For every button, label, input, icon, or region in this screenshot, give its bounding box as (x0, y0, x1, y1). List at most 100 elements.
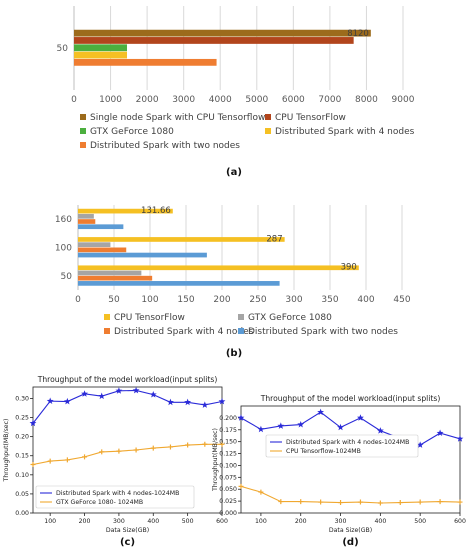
data-point (417, 499, 423, 505)
y-tick-label: 0.200 (219, 415, 237, 422)
y-tick-label: 0.150 (219, 439, 237, 446)
chart-title: Throughput of the model workload(input s… (37, 375, 218, 384)
category-label: 50 (61, 272, 73, 282)
data-point (150, 445, 156, 451)
data-label: 390 (341, 263, 357, 273)
x-tick-label: 5000 (245, 95, 268, 105)
data-point (237, 414, 245, 421)
chart-panel-b: 0 50 100 150 200 250 300 350 400 450 160 131.66 100 2… (55, 205, 411, 359)
x-tick-label: 300 (285, 295, 302, 305)
x-tick-label: 50 (108, 295, 120, 305)
data-point (436, 429, 444, 437)
data-point (46, 397, 54, 405)
data-label: 131.66 (141, 206, 171, 216)
x-tick-label: 450 (393, 295, 410, 305)
chart-panel-c: Throughput of the model workload(input s… (3, 375, 228, 548)
legend-swatch (238, 328, 244, 334)
y-tick-label: 0.20 (15, 434, 29, 441)
data-point (258, 489, 264, 495)
data-point (149, 391, 157, 398)
x-axis-label: Data Size(GB) (329, 527, 372, 534)
data-point (98, 392, 106, 400)
series-line (240, 411, 461, 446)
data-point (397, 500, 403, 506)
y-tick-label: 0.050 (219, 486, 237, 493)
data-point (185, 442, 191, 448)
legend-entry: Distributed Spark with two nodes (248, 327, 398, 337)
bar (78, 213, 94, 219)
category-label: 160 (55, 215, 72, 225)
legend-swatch (265, 114, 271, 120)
series-line (32, 389, 223, 424)
legend-entry: Distributed Spark with 4 nodes (114, 327, 254, 337)
x-tick-label: 300 (113, 518, 125, 525)
x-tick-label: 3000 (172, 95, 195, 105)
panel-label: (c) (120, 537, 135, 548)
data-label: 8120 (347, 29, 369, 39)
x-tick-label: 100 (141, 295, 158, 305)
data-point (167, 444, 173, 450)
bar (78, 281, 280, 286)
data-point (357, 499, 363, 505)
x-tick-label: 1000 (99, 95, 122, 105)
y-tick-label: 0.00 (15, 510, 29, 517)
x-axis-label: Data Size(GB) (106, 527, 149, 534)
data-point (338, 500, 344, 506)
data-point (456, 435, 464, 442)
bar (78, 247, 127, 253)
x-tick-label: 9000 (392, 95, 415, 105)
panel-label: (a) (226, 167, 242, 178)
data-point (337, 423, 344, 431)
bar (78, 237, 285, 242)
y-tick-label: 0.05 (15, 491, 29, 498)
bar (78, 219, 96, 224)
legend-entry: Distributed Spark with 4 nodes (275, 127, 415, 137)
legend-entry: Distributed Spark with two nodes (90, 141, 240, 151)
legend-entry: CPU Tensorflow-1024MB (286, 448, 361, 455)
data-point (377, 500, 383, 506)
legend-swatch (104, 328, 110, 334)
x-tick-label: 150 (177, 295, 194, 305)
x-tick-label: 200 (295, 518, 307, 525)
y-tick-label: 0.000 (219, 510, 237, 517)
chart-panel-a: 0 1000 2000 3000 4000 5000 6000 7000 8000 9000 50 8… (57, 6, 415, 178)
y-tick-label: 0.175 (219, 427, 237, 434)
data-point (47, 458, 53, 464)
y-tick-label: 0.125 (219, 451, 237, 458)
data-point (64, 457, 70, 463)
x-tick-label: 500 (414, 518, 426, 525)
legend-entry: CPU TensorFlow (114, 313, 185, 323)
series-line (32, 443, 222, 466)
category-label: 50 (57, 44, 69, 54)
bar (78, 275, 153, 281)
y-tick-label: 0.10 (15, 472, 29, 479)
x-tick-label: 500 (182, 518, 194, 525)
x-tick-label: 8000 (355, 95, 378, 105)
data-point (376, 427, 384, 434)
legend-swatch (80, 142, 86, 148)
data-point (184, 398, 192, 406)
legend-swatch (104, 314, 110, 320)
data-point (167, 398, 174, 406)
data-point (357, 414, 364, 421)
data-point (277, 422, 285, 429)
chart-title: Throughput of the model workload(input s… (260, 394, 441, 403)
legend-entry: CPU TensorFlow (275, 113, 346, 123)
chart-panel-d: Throughput of the model workload(input s… (212, 394, 466, 548)
x-tick-label: 400 (374, 518, 386, 525)
bar (74, 58, 217, 66)
panel-label: (d) (342, 537, 358, 548)
data-point (202, 441, 208, 447)
x-tick-label: 6000 (282, 95, 305, 105)
data-point (82, 454, 88, 460)
x-tick-label: 0 (71, 95, 77, 105)
data-point (298, 499, 304, 505)
x-tick-label: 100 (255, 518, 267, 525)
bar (78, 270, 142, 276)
data-point (132, 386, 140, 394)
legend-box (35, 485, 195, 509)
data-point (81, 390, 88, 397)
bar (78, 265, 359, 271)
x-tick-label: 600 (216, 518, 228, 525)
